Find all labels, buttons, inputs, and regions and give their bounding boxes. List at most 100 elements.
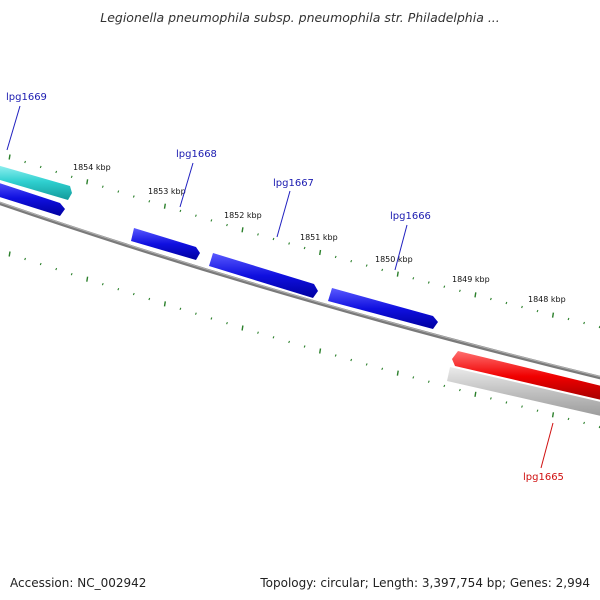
inner-tick-marks	[8, 251, 600, 429]
gene-label-lpg1669[interactable]: lpg1669	[6, 92, 47, 103]
gene-lpg1665-feature[interactable]	[452, 351, 600, 402]
inner-tick	[303, 345, 306, 348]
inner-tick	[396, 370, 399, 376]
gene-label-lpg1665[interactable]: lpg1665	[523, 472, 564, 483]
inner-tick	[272, 336, 275, 339]
gene-lpg1669-feature[interactable]	[0, 163, 72, 200]
gene-label-lpg1667[interactable]: lpg1667	[273, 178, 314, 189]
inner-tick	[86, 276, 89, 282]
outer-tick	[536, 309, 539, 313]
outer-tick-marks	[8, 154, 600, 329]
outer-tick	[427, 281, 430, 284]
inner-tick	[551, 412, 555, 418]
outer-tick	[148, 200, 151, 203]
inner-tick	[288, 340, 291, 344]
callout-line-lpg1667	[276, 190, 291, 238]
inner-tick	[474, 391, 477, 397]
inner-tick	[521, 405, 523, 408]
outer-tick	[583, 321, 586, 325]
inner-tick	[536, 409, 539, 412]
inner-tick	[8, 251, 11, 257]
outer-tick	[350, 259, 353, 263]
inner-tick	[226, 321, 228, 325]
position-label-1854: 1854 kbp	[73, 163, 111, 172]
outer-tick	[412, 277, 415, 280]
inner-tick	[319, 348, 322, 354]
genome-summary-text: Topology: circular; Length: 3,397,754 bp…	[259, 576, 590, 590]
outer-tick	[521, 305, 523, 309]
callout-line-lpg1668	[179, 162, 194, 208]
outer-tick	[334, 255, 337, 259]
genome-backbone-highlight	[0, 201, 600, 378]
inner-tick	[132, 292, 135, 296]
inner-tick	[412, 376, 415, 379]
outer-tick	[365, 264, 368, 267]
outer-tick	[474, 292, 477, 298]
gene-lpg1669-neighbor-feature[interactable]	[0, 180, 65, 216]
outer-tick	[101, 185, 104, 188]
callout-line-lpg1666	[394, 224, 408, 271]
gene-lpg1667-feature[interactable]	[209, 253, 318, 298]
gene-lpg1666-feature[interactable]	[328, 288, 438, 329]
outer-tick	[132, 195, 135, 198]
outer-tick	[194, 214, 197, 217]
position-label-1848: 1848 kbp	[528, 295, 566, 304]
outer-tick	[55, 170, 58, 174]
position-label-1850: 1850 kbp	[375, 255, 413, 264]
inner-tick	[163, 301, 166, 307]
outer-tick	[241, 227, 244, 233]
position-label-1851: 1851 kbp	[300, 233, 338, 242]
inner-tick	[148, 297, 151, 301]
gene-other-reverse-arrow[interactable]	[447, 367, 600, 418]
outer-tick	[381, 268, 384, 272]
inner-tick	[381, 367, 384, 371]
position-label-1852: 1852 kbp	[224, 211, 262, 220]
gene-lpg1669-arrow[interactable]	[0, 163, 72, 200]
callout-line-lpg1665	[540, 422, 554, 469]
outer-tick	[210, 219, 213, 222]
outer-tick	[489, 297, 492, 301]
genome-backbone	[0, 201, 600, 380]
outer-tick	[458, 289, 461, 293]
inner-tick	[39, 262, 42, 266]
inner-tick	[257, 331, 259, 334]
gene-lpg1665-arrow[interactable]	[452, 351, 600, 402]
inner-tick	[24, 257, 27, 261]
outer-tick	[179, 209, 182, 213]
position-label-1849: 1849 kbp	[452, 275, 490, 284]
inner-tick	[334, 354, 337, 357]
inner-tick	[427, 380, 430, 383]
gene-other-reverse-feature[interactable]	[447, 367, 600, 418]
gene-lpg1667-arrow[interactable]	[209, 253, 318, 298]
inner-tick	[70, 272, 73, 276]
inner-tick	[101, 282, 104, 286]
outer-tick	[551, 312, 555, 318]
gene-lpg1668-arrow[interactable]	[131, 228, 200, 260]
gene-lpg1666-arrow[interactable]	[328, 288, 438, 329]
gene-label-lpg1668[interactable]: lpg1668	[176, 149, 217, 160]
outer-tick	[39, 165, 42, 169]
outer-tick	[24, 160, 27, 164]
inner-tick	[365, 363, 368, 366]
outer-tick	[567, 317, 570, 321]
outer-tick	[288, 242, 291, 245]
accession-text: Accession: NC_002942	[10, 576, 146, 590]
inner-tick	[567, 417, 570, 421]
gene-lpg1668-feature[interactable]	[131, 228, 200, 260]
callout-line-lpg1669	[6, 105, 21, 151]
inner-tick	[194, 312, 197, 315]
inner-tick	[505, 401, 508, 404]
position-labels: 1854 kbp 1853 kbp 1852 kbp 1851 kbp 1850…	[73, 163, 566, 304]
inner-tick	[117, 287, 120, 291]
inner-tick	[210, 317, 213, 320]
outer-tick	[86, 179, 89, 185]
gene-neighbor-arrow[interactable]	[0, 180, 65, 216]
inner-tick	[55, 267, 58, 271]
outer-tick	[8, 154, 11, 160]
outer-tick	[319, 249, 322, 256]
outer-tick	[303, 246, 306, 250]
gene-label-lpg1666[interactable]: lpg1666	[390, 211, 431, 222]
inner-tick	[489, 397, 492, 400]
outer-tick	[70, 175, 73, 179]
